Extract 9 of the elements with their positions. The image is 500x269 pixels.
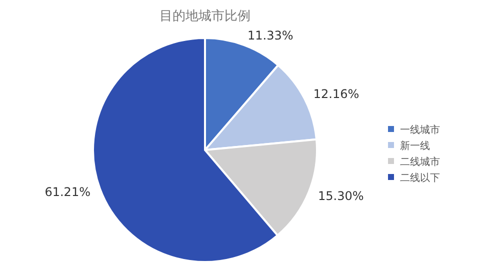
data-label: 12.16% [313, 87, 360, 101]
legend-label: 二线城市 [400, 156, 440, 168]
chart-title: 目的地城市比例 [160, 9, 250, 24]
legend-label: 新一线 [400, 140, 430, 152]
data-label: 61.21% [44, 185, 90, 200]
data-label: 11.33% [248, 28, 294, 43]
legend-label: 二线以下 [400, 172, 440, 184]
data-label: 15.30% [318, 188, 364, 203]
legend-label: 一线城市 [400, 124, 440, 136]
